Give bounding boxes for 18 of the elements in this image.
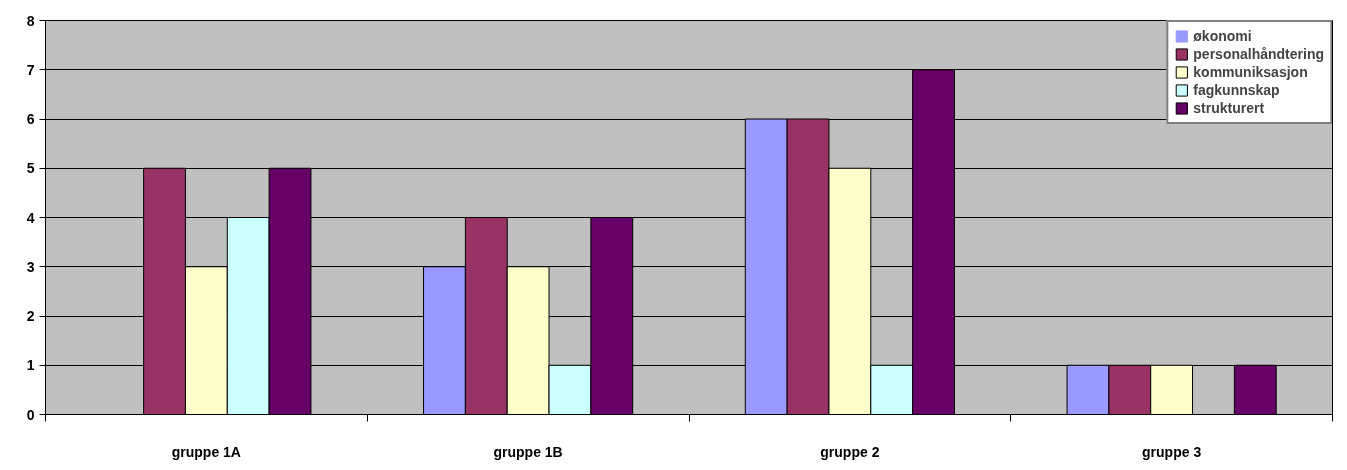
x-tick-label: gruppe 2 <box>820 443 880 460</box>
x-tick-label: gruppe 1B <box>493 443 563 460</box>
x-tick-label: gruppe 3 <box>1142 443 1202 460</box>
y-tick-label: 4 <box>26 209 35 226</box>
y-tick-label: 2 <box>26 308 35 324</box>
legend-label: personalhåndtering <box>1193 46 1324 62</box>
y-tick-label: 1 <box>26 357 35 374</box>
x-tick-label: gruppe 1A <box>171 443 241 460</box>
y-tick-label: 3 <box>26 258 35 275</box>
legend-label: kommuniksasjon <box>1193 64 1308 80</box>
y-tick-label: 7 <box>26 61 35 78</box>
legend-label: økonomi <box>1193 28 1252 44</box>
y-tick-label: 6 <box>26 111 35 127</box>
y-tick-label: 8 <box>26 12 35 29</box>
y-tick-label: 0 <box>26 406 35 423</box>
legend-label: fagkunnskap <box>1193 82 1280 98</box>
legend-label: strukturert <box>1193 100 1265 116</box>
y-tick-label: 5 <box>26 160 35 177</box>
